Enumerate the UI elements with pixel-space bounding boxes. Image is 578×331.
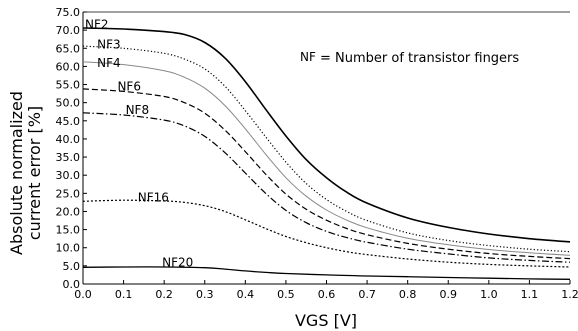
y-tick-label: 65.0	[56, 42, 81, 55]
x-tick-label: 0.5	[277, 288, 295, 301]
series-line-nf20	[82, 266, 571, 280]
y-tick-label: 45.0	[56, 115, 81, 128]
series-label-nf8: NF8	[126, 103, 150, 117]
y-tick-label: 20.0	[56, 205, 81, 218]
series-line-nf4	[82, 61, 571, 256]
y-tick-label: 40.0	[56, 133, 81, 146]
series-line-nf8	[82, 112, 571, 263]
series-label-nf2: NF2	[85, 18, 109, 32]
y-tick-label: 15.0	[56, 224, 81, 237]
series-label-nf16: NF16	[138, 191, 169, 205]
y-tick-label: 55.0	[56, 79, 81, 92]
series-line-nf6	[82, 88, 571, 260]
x-tick-label: 0.3	[196, 288, 214, 301]
series-line-nf2	[82, 27, 571, 243]
y-tick-label: 25.0	[56, 187, 81, 200]
y-axis-title-line1: Absolute normalized	[7, 91, 26, 255]
y-tick-label: 35.0	[56, 151, 81, 164]
x-tick-label: 0.2	[155, 288, 173, 301]
x-axis-title: VGS [V]	[295, 311, 357, 330]
series-group	[82, 27, 571, 280]
series-label-nf4: NF4	[97, 56, 121, 70]
y-tick-label: 75.0	[56, 6, 81, 19]
series-line-nf16	[82, 199, 571, 268]
y-axis: 0.0 5.0 10.0 15.0 20.0 25.0 30.0 35.0 40.0 45.0 50…	[56, 6, 87, 291]
legend-description: = Number of transistor fingers	[320, 51, 519, 66]
y-tick-label: 50.0	[56, 97, 81, 110]
y-tick-label: 5.0	[63, 260, 81, 273]
x-tick-label: 1.2	[561, 288, 578, 301]
series-label-nf6: NF6	[117, 79, 141, 93]
x-tick-label: 0.9	[440, 288, 458, 301]
y-tick-label: 70.0	[56, 24, 81, 37]
series-label-nf20: NF20	[162, 256, 193, 270]
legend-abbrev: NF	[300, 50, 316, 64]
x-tick-label: 1.0	[480, 288, 498, 301]
x-tick-label: 0.1	[115, 288, 133, 301]
series-label-nf3: NF3	[97, 38, 121, 52]
x-axis: 0.0 0.1 0.2 0.3 0.4 0.5 0.6 0.7 0.8 0.9 1.0 1.1 1.2	[74, 280, 578, 301]
x-tick-label: 0.4	[237, 288, 255, 301]
legend: NF = Number of transistor fingers	[300, 50, 519, 66]
y-tick-label: 30.0	[56, 169, 81, 182]
x-tick-label: 0.8	[399, 288, 417, 301]
y-tick-label: 60.0	[56, 60, 81, 73]
y-tick-label: 10.0	[56, 242, 81, 255]
x-tick-label: 0.0	[74, 288, 92, 301]
y-tick-label: 0.0	[63, 278, 81, 291]
y-axis-title-line2: current error [%]	[25, 106, 44, 240]
x-tick-label: 0.6	[318, 288, 336, 301]
curve-labels: NF2 NF3 NF4 NF6 NF8 NF16 NF20	[85, 18, 193, 270]
x-tick-label: 1.1	[521, 288, 539, 301]
x-tick-label: 0.7	[358, 288, 376, 301]
